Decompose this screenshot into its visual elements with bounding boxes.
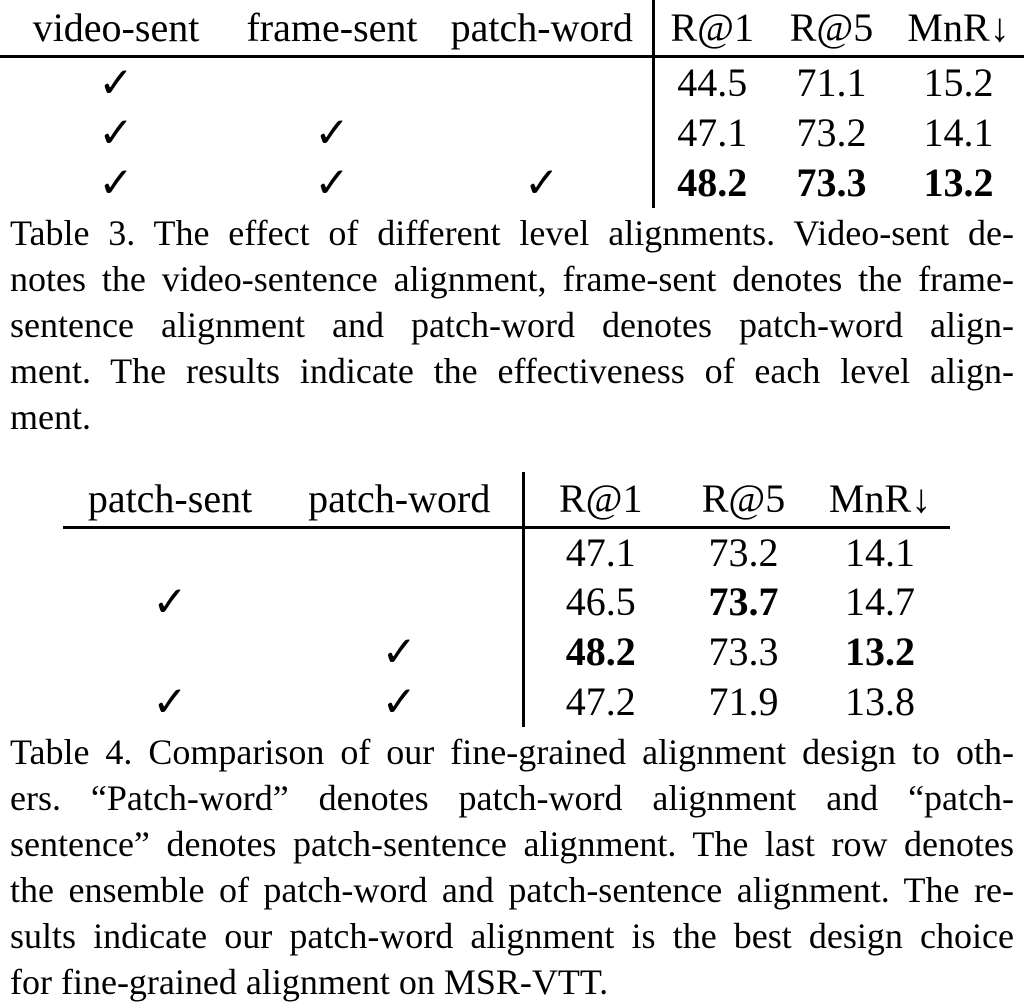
- empty-check-cell: [63, 528, 277, 577]
- metric-value: 73.2: [708, 530, 779, 576]
- caption-line: Table 4. Comparison of our fine-grained …: [10, 731, 1014, 772]
- caption-line: notes the video-sentence alignment, fram…: [10, 258, 1014, 299]
- checkmark-icon: ✓: [314, 110, 350, 157]
- table-row: ✓ ✓ 47.1 73.2 14.1: [0, 107, 1024, 158]
- metric-value: 14.1: [923, 110, 994, 155]
- checkmark-icon: ✓: [314, 160, 350, 207]
- metric-value: 13.8: [845, 679, 915, 724]
- table-row: ✓ 44.5 71.1 15.2: [0, 56, 1024, 108]
- caption-line: ers. “Patch-word” denotes patch-word ali…: [10, 777, 1014, 818]
- metric-value: 14.1: [845, 530, 915, 576]
- metric-value: 13.2: [923, 160, 994, 205]
- checkmark-icon: ✓: [98, 160, 134, 207]
- col-header-frame-sent: frame-sent: [232, 0, 432, 58]
- metric-value: 47.1: [651, 107, 770, 158]
- col-header-mnr-down: MnR↓: [893, 0, 1024, 58]
- table3-body: ✓ 44.5 71.1 15.2 ✓ ✓ 47.1 73.2 14.1 ✓ ✓ ✓ 48.2 73.3 13…: [0, 56, 1024, 208]
- empty-check-cell: [277, 528, 523, 577]
- empty-check-cell: [63, 627, 277, 677]
- table-row: ✓ 48.2 73.3 13.2: [63, 626, 950, 677]
- table4-header-row: patch-sent patch-word R@1 R@5 MnR↓: [63, 471, 950, 529]
- metric-value: 15.2: [923, 60, 994, 105]
- table4-finegrained-comparison: patch-sent patch-word R@1 R@5 MnR↓ 47.1 7…: [63, 471, 950, 727]
- table-row: ✓ ✓ 47.2 71.9 13.8: [63, 676, 950, 727]
- empty-check-cell: [277, 577, 523, 627]
- caption-line: for fine-grained alignment on MSR-VTT.: [10, 961, 609, 1002]
- table-row: ✓ ✓ ✓ 48.2 73.3 13.2: [0, 157, 1024, 208]
- metric-value: 71.9: [708, 679, 779, 724]
- checkmark-icon: ✓: [98, 110, 134, 157]
- table-row: ✓ 46.5 73.7 14.7: [63, 576, 950, 627]
- empty-check-cell: [432, 108, 653, 158]
- metric-value: 44.5: [651, 56, 770, 108]
- empty-check-cell: [432, 56, 653, 108]
- caption-line: the ensemble of patch-word and patch-sen…: [10, 869, 1014, 910]
- metric-value: 48.2: [521, 626, 677, 677]
- col-header-r-at-1: R@1: [521, 471, 677, 529]
- caption-line: sentence alignment and patch-word denote…: [10, 304, 1014, 345]
- checkmark-icon: ✓: [381, 679, 417, 726]
- col-header-r-at-5: R@5: [677, 471, 810, 529]
- metric-value: 73.7: [708, 579, 779, 624]
- checkmark-icon: ✓: [152, 679, 188, 726]
- checkmark-icon: ✓: [524, 160, 560, 207]
- table4-caption: Table 4. Comparison of our fine-grained …: [0, 729, 1024, 1003]
- metric-value: 47.1: [521, 527, 677, 577]
- metric-value: 48.2: [651, 157, 770, 208]
- col-header-r-at-1: R@1: [651, 0, 770, 58]
- col-header-mnr-down: MnR↓: [810, 471, 950, 529]
- caption-line: Table 3. The effect of different level a…: [10, 212, 1014, 253]
- table3-header-row: video-sent frame-sent patch-word R@1 R@5…: [0, 0, 1024, 58]
- metric-value: 46.5: [521, 576, 677, 627]
- empty-check-cell: [232, 56, 432, 108]
- caption-line: sentence” denotes patch-sentence alignme…: [10, 823, 1014, 864]
- table-row: 47.1 73.2 14.1: [63, 527, 950, 577]
- table3-caption: Table 3. The effect of different level a…: [0, 210, 1024, 440]
- caption-line: ment. The results indicate the effective…: [10, 350, 1014, 391]
- table4-body: 47.1 73.2 14.1 ✓ 46.5 73.7 14.7 ✓ 48.2 73.3 13.2 ✓ ✓…: [63, 527, 950, 727]
- checkmark-icon: ✓: [98, 60, 134, 107]
- col-header-patch-word: patch-word: [432, 0, 653, 58]
- table3-alignment-levels: video-sent frame-sent patch-word R@1 R@5…: [0, 0, 1024, 208]
- caption-line: sults indicate our patch-word alignment …: [10, 915, 1014, 956]
- metric-value: 13.2: [845, 629, 915, 674]
- col-header-patch-sent: patch-sent: [63, 471, 277, 529]
- metric-value: 73.3: [796, 160, 867, 205]
- metric-value: 14.7: [845, 579, 915, 624]
- col-header-r-at-5: R@5: [770, 0, 893, 58]
- checkmark-icon: ✓: [152, 579, 188, 626]
- metric-value: 73.2: [796, 110, 867, 155]
- metric-value: 73.3: [708, 629, 779, 674]
- col-header-patch-word: patch-word: [277, 471, 523, 529]
- metric-value: 47.2: [521, 676, 677, 727]
- checkmark-icon: ✓: [381, 629, 417, 676]
- col-header-video-sent: video-sent: [0, 0, 232, 58]
- metric-value: 71.1: [796, 60, 867, 105]
- caption-line: ment.: [10, 396, 91, 437]
